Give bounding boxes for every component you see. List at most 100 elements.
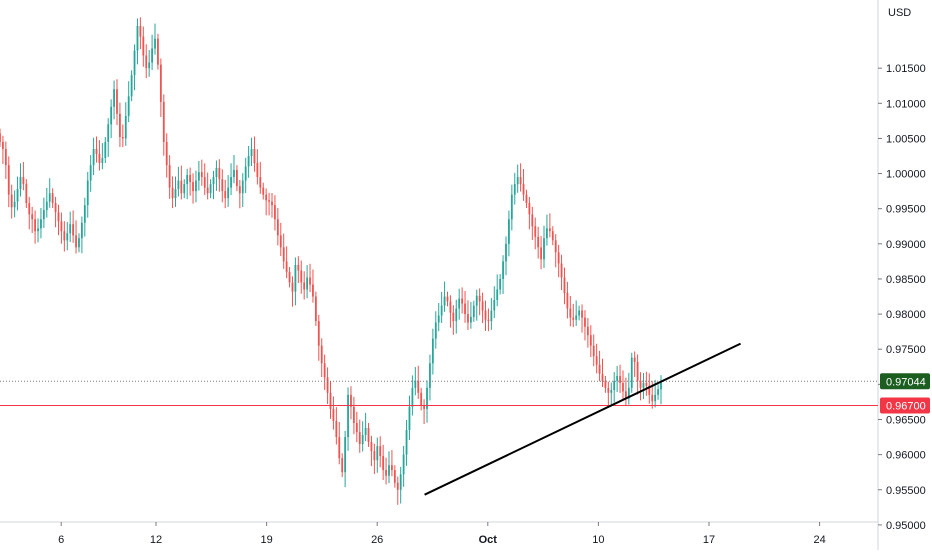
x-tick-label: 26 — [371, 534, 383, 546]
y-tick-label: 1.01000 — [886, 98, 926, 110]
candle-body — [124, 115, 127, 139]
candle-body — [525, 194, 528, 204]
candle-body — [642, 382, 645, 388]
candle-body — [493, 300, 496, 311]
candle-body — [645, 382, 648, 386]
candle-body — [209, 184, 212, 194]
candle-body — [78, 238, 80, 248]
candle-body — [256, 163, 259, 178]
candle-body — [66, 233, 69, 241]
candle-body — [341, 458, 344, 473]
candle-body — [598, 364, 601, 374]
candle-body — [54, 203, 57, 213]
candle-body — [28, 203, 31, 215]
candle-body — [572, 317, 575, 320]
current-price-badge: 0.97044 — [886, 376, 926, 388]
candle-body — [142, 36, 145, 56]
candle-body — [347, 394, 349, 438]
candle-body — [317, 321, 320, 346]
y-tick-label: 0.99500 — [886, 204, 926, 216]
candle-body — [391, 465, 393, 471]
candle-body — [162, 101, 165, 142]
candle-body — [145, 55, 148, 69]
axes: USD 1.01500 1.01000 1.00500 1.00000 0.99500 0… — [58, 7, 930, 546]
candle-body — [247, 155, 250, 167]
candle-body — [554, 240, 557, 253]
candle-body — [502, 261, 504, 279]
y-tick-label: 0.96000 — [886, 450, 926, 462]
candle-body — [581, 310, 583, 318]
candle-body — [595, 356, 598, 365]
candle-body — [206, 187, 209, 194]
candle-body — [382, 456, 385, 471]
candle-body — [19, 177, 22, 190]
candles — [0, 17, 662, 505]
candle-body — [402, 454, 405, 475]
x-tick-label: 10 — [592, 534, 604, 546]
candle-body — [136, 26, 139, 51]
x-tick-label: 12 — [150, 534, 162, 546]
candle-body — [437, 315, 440, 323]
candle-body — [657, 389, 659, 395]
candle-body — [312, 284, 314, 297]
candle-body — [215, 167, 218, 178]
candle-body — [508, 219, 510, 244]
candle-body — [86, 180, 89, 206]
y-tick-label: 0.98000 — [886, 309, 926, 321]
candle-body — [452, 312, 455, 322]
candle-body — [13, 201, 16, 208]
candle-body — [566, 293, 569, 309]
x-tick-label: 17 — [703, 534, 715, 546]
candle-body — [154, 38, 156, 49]
x-tick-label: 6 — [58, 534, 64, 546]
candle-body — [475, 295, 478, 306]
candle-body — [250, 148, 253, 156]
candle-body — [601, 373, 604, 381]
candle-body — [253, 148, 256, 164]
x-tick-label: 19 — [260, 534, 272, 546]
candle-body — [151, 48, 153, 63]
candle-body — [303, 282, 306, 290]
candle-body — [431, 338, 434, 364]
candle-body — [271, 201, 273, 206]
candle-body — [241, 180, 244, 194]
candle-body — [7, 165, 10, 195]
candle-body — [236, 170, 238, 187]
candle-body — [197, 172, 200, 181]
candle-body — [177, 180, 180, 190]
candle-body — [244, 166, 247, 181]
trendline[interactable] — [424, 342, 742, 496]
candle-body — [505, 243, 507, 262]
candle-body — [332, 408, 335, 421]
candle-body — [4, 148, 7, 166]
candle-body — [648, 385, 651, 395]
y-tick-label: 0.98500 — [886, 274, 926, 286]
candle-body — [224, 191, 227, 199]
candle-body — [98, 153, 101, 164]
candle-body — [37, 228, 39, 232]
y-tick-label: 1.01500 — [886, 63, 926, 75]
candle-body — [157, 38, 159, 65]
candle-body — [528, 203, 531, 215]
y-tick-label: 1.00000 — [886, 169, 926, 181]
candle-body — [285, 261, 288, 272]
candle-body — [490, 310, 493, 322]
y-tick-label: 1.00500 — [886, 133, 926, 145]
candle-body — [446, 296, 449, 302]
candle-body — [344, 437, 347, 473]
candle-body — [522, 184, 525, 195]
candle-body — [358, 432, 361, 445]
candle-body — [639, 380, 642, 388]
candle-body — [548, 228, 551, 232]
y-tick-label: 0.95000 — [886, 520, 926, 532]
candle-body — [472, 305, 475, 317]
candle-body — [48, 193, 51, 202]
candle-body — [110, 106, 113, 125]
candle-body — [42, 210, 45, 220]
candle-body — [329, 392, 332, 409]
candle-body — [40, 219, 42, 229]
candle-body — [352, 406, 355, 423]
current-price-badge-bg — [880, 373, 930, 390]
